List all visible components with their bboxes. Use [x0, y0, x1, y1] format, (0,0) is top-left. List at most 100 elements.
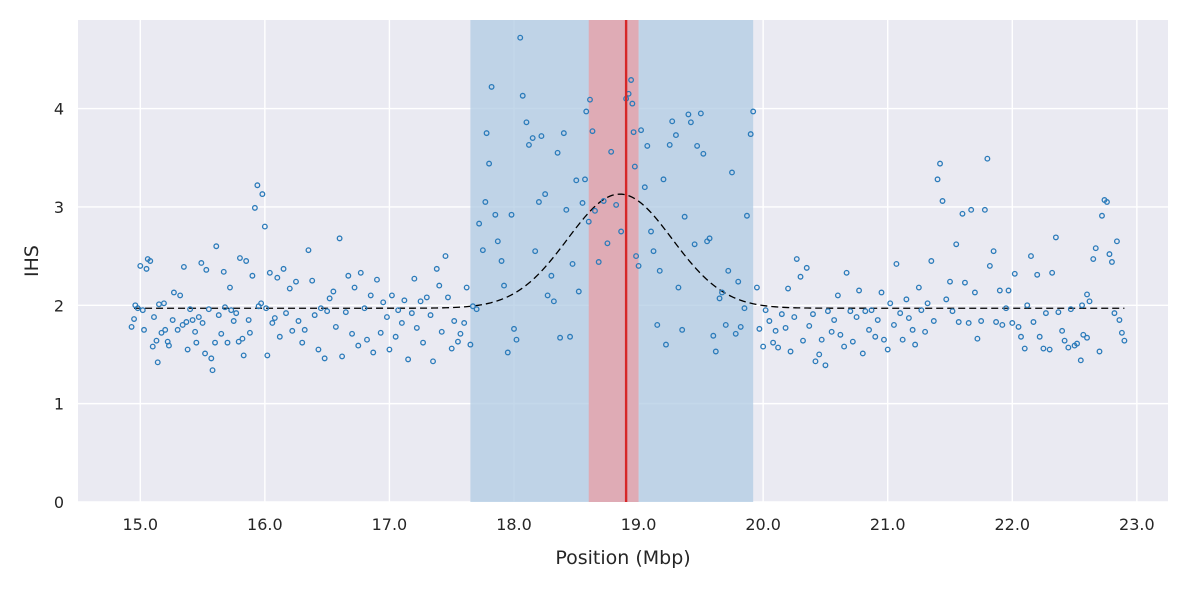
data-point	[139, 307, 146, 314]
data-point	[928, 258, 935, 264]
data-point	[843, 269, 850, 276]
data-point	[501, 282, 507, 289]
data-point	[1059, 327, 1066, 334]
data-point	[436, 282, 443, 289]
data-point	[810, 311, 816, 318]
data-point	[737, 323, 744, 330]
data-point	[508, 211, 515, 218]
data-point	[482, 199, 489, 205]
data-point	[725, 267, 732, 274]
data-point	[137, 262, 144, 269]
data-point	[195, 314, 202, 321]
data-point	[579, 200, 586, 206]
data-point	[177, 292, 184, 299]
data-point	[787, 348, 794, 355]
data-point	[887, 300, 894, 307]
data-point	[311, 312, 318, 319]
data-point	[772, 327, 779, 334]
data-point	[893, 261, 900, 267]
data-point	[305, 247, 312, 254]
data-point	[420, 339, 427, 346]
data-point	[483, 130, 490, 137]
data-point	[1080, 331, 1087, 338]
data-point	[628, 77, 635, 83]
data-point	[953, 241, 960, 248]
data-point	[1086, 298, 1093, 305]
data-point	[959, 210, 966, 217]
data-point	[915, 284, 922, 291]
data-point	[517, 34, 524, 41]
data-point	[174, 326, 181, 333]
data-point	[266, 269, 273, 276]
data-point	[289, 327, 296, 334]
data-point	[775, 344, 782, 351]
data-point	[760, 343, 767, 350]
data-point	[1055, 309, 1062, 316]
data-point	[629, 100, 636, 107]
data-point	[1074, 340, 1081, 347]
data-point	[128, 323, 135, 330]
data-point	[1118, 329, 1125, 336]
data-point	[170, 289, 177, 296]
data-point	[249, 272, 256, 279]
data-point	[215, 312, 222, 319]
data-point	[778, 311, 785, 318]
y-tick-label: 2	[54, 296, 64, 315]
data-point	[782, 324, 789, 331]
data-point	[1015, 323, 1022, 330]
data-point	[793, 256, 800, 262]
data-point	[675, 284, 682, 291]
data-point	[741, 305, 748, 312]
data-point	[162, 326, 169, 333]
data-points	[128, 34, 1128, 374]
data-point	[837, 331, 844, 338]
data-point	[862, 308, 869, 315]
data-point	[762, 307, 769, 314]
data-point	[454, 338, 461, 345]
data-point	[251, 204, 258, 211]
data-point	[831, 317, 838, 323]
data-point	[386, 346, 393, 353]
data-point	[227, 284, 233, 291]
data-point	[679, 326, 686, 333]
data-point	[361, 305, 368, 312]
data-point	[631, 163, 638, 170]
data-point	[240, 352, 247, 359]
data-point	[1011, 270, 1018, 277]
x-tick-label: 21.0	[870, 515, 906, 534]
x-axis-ticks: 15.0 16.0 17.0 18.0 19.0 20.0 21.0 22.0 23.0	[122, 515, 1154, 534]
data-point	[220, 268, 227, 275]
data-point	[1092, 245, 1099, 252]
data-point	[523, 119, 530, 126]
data-point	[949, 308, 956, 315]
data-point	[154, 359, 161, 366]
data-point	[293, 278, 299, 285]
data-point	[192, 328, 199, 335]
data-point	[417, 298, 424, 305]
data-point	[712, 348, 719, 355]
data-point	[180, 263, 187, 270]
data-point	[934, 176, 941, 183]
data-point	[245, 317, 252, 323]
data-point	[158, 329, 165, 336]
data-point	[336, 235, 343, 242]
data-point	[423, 294, 430, 301]
data-point	[984, 155, 991, 162]
data-point	[650, 248, 657, 255]
data-point	[355, 342, 362, 349]
data-point	[816, 351, 823, 358]
data-point	[797, 273, 804, 280]
data-point	[691, 241, 698, 248]
data-point	[165, 342, 172, 349]
data-point	[585, 218, 592, 225]
data-point	[660, 176, 667, 183]
data-point	[529, 135, 536, 141]
x-tick-label: 19.0	[621, 515, 657, 534]
data-point	[654, 321, 661, 328]
data-point	[1065, 344, 1072, 351]
data-point	[841, 343, 848, 350]
data-point	[254, 182, 261, 189]
data-point	[557, 334, 564, 341]
data-point	[224, 339, 231, 346]
data-point	[978, 318, 985, 324]
